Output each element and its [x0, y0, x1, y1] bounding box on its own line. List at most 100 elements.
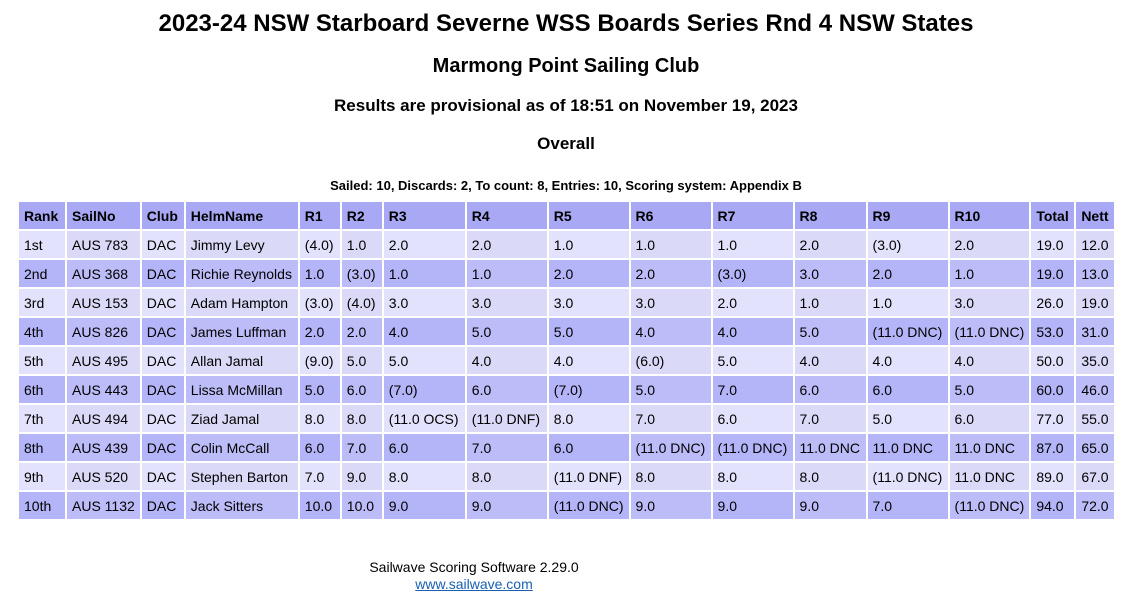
cell-r5: (11.0 DNF): [548, 463, 629, 490]
cell-nett: 31.0: [1076, 318, 1115, 345]
cell-r3: (11.0 OCS): [383, 405, 465, 432]
cell-r4: (11.0 DNF): [466, 405, 547, 432]
col-header-rank: Rank: [19, 202, 65, 229]
cell-rank: 4th: [19, 318, 65, 345]
cell-r1: 2.0: [299, 318, 340, 345]
cell-r3: 5.0: [383, 347, 465, 374]
cell-helmname: Ziad Jamal: [185, 405, 298, 432]
cell-r8: 6.0: [794, 376, 866, 403]
cell-r10: (11.0 DNC): [949, 492, 1030, 519]
cell-total: 19.0: [1031, 231, 1075, 258]
cell-r5: 6.0: [548, 434, 629, 461]
sailwave-link[interactable]: www.sailwave.com: [415, 576, 533, 592]
cell-r7: 8.0: [712, 463, 793, 490]
cell-r3: 8.0: [383, 463, 465, 490]
cell-r10: 11.0 DNC: [949, 434, 1030, 461]
cell-r6: 7.0: [630, 405, 711, 432]
cell-rank: 5th: [19, 347, 65, 374]
cell-r3: 9.0: [383, 492, 465, 519]
col-header-r3: R3: [383, 202, 465, 229]
cell-r4: 6.0: [466, 376, 547, 403]
cell-r10: 5.0: [949, 376, 1030, 403]
cell-r9: (11.0 DNC): [867, 463, 948, 490]
cell-r4: 2.0: [466, 231, 547, 258]
cell-nett: 67.0: [1076, 463, 1115, 490]
col-header-r6: R6: [630, 202, 711, 229]
cell-r2: 8.0: [341, 405, 382, 432]
cell-r10: 3.0: [949, 289, 1030, 316]
cell-r8: 9.0: [794, 492, 866, 519]
cell-r7: 9.0: [712, 492, 793, 519]
col-header-r8: R8: [794, 202, 866, 229]
cell-r9: 11.0 DNC: [867, 434, 948, 461]
cell-r9: 4.0: [867, 347, 948, 374]
col-header-r4: R4: [466, 202, 547, 229]
col-header-helmname: HelmName: [185, 202, 298, 229]
cell-rank: 6th: [19, 376, 65, 403]
club-name: Marmong Point Sailing Club: [432, 55, 700, 77]
cell-r3: 1.0: [383, 260, 465, 287]
cell-total: 53.0: [1031, 318, 1075, 345]
cell-total: 77.0: [1031, 405, 1075, 432]
cell-r6: 3.0: [630, 289, 711, 316]
section-title: Overall: [537, 134, 595, 153]
table-row: 6th AUS 443 DAC Lissa McMillan 5.0 6.0 (7.0) 6.…: [19, 376, 1115, 403]
cell-helmname: Adam Hampton: [185, 289, 298, 316]
cell-sailno: AUS 826: [67, 318, 140, 345]
cell-r1: (4.0): [299, 231, 340, 258]
cell-helmname: Stephen Barton: [185, 463, 298, 490]
table-row: 2nd AUS 368 DAC Richie Reynolds 1.0 (3.0) 1.0 1…: [19, 260, 1115, 287]
cell-r7: 4.0: [712, 318, 793, 345]
cell-r4: 1.0: [466, 260, 547, 287]
cell-club: DAC: [141, 376, 184, 403]
results-table: Rank SailNo Club HelmName R1 R2 R3 R4 R5…: [17, 200, 1116, 521]
table-row: 3rd AUS 153 DAC Adam Hampton (3.0) (4.0) 3.0 3.…: [19, 289, 1115, 316]
cell-nett: 65.0: [1076, 434, 1115, 461]
cell-r8: 1.0: [794, 289, 866, 316]
cell-r3: (7.0): [383, 376, 465, 403]
cell-sailno: AUS 368: [67, 260, 140, 287]
cell-nett: 55.0: [1076, 405, 1115, 432]
cell-total: 60.0: [1031, 376, 1075, 403]
cell-r4: 3.0: [466, 289, 547, 316]
cell-r10: 4.0: [949, 347, 1030, 374]
cell-club: DAC: [141, 289, 184, 316]
cell-r9: (3.0): [867, 231, 948, 258]
cell-total: 50.0: [1031, 347, 1075, 374]
cell-r8: 7.0: [794, 405, 866, 432]
cell-r2: (3.0): [341, 260, 382, 287]
col-header-r5: R5: [548, 202, 629, 229]
cell-club: DAC: [141, 231, 184, 258]
cell-r2: 5.0: [341, 347, 382, 374]
cell-r3: 2.0: [383, 231, 465, 258]
cell-r2: 6.0: [341, 376, 382, 403]
cell-r10: 2.0: [949, 231, 1030, 258]
cell-r9: 2.0: [867, 260, 948, 287]
results-body: 1st AUS 783 DAC Jimmy Levy (4.0) 1.0 2.0 2.0 1.0…: [19, 231, 1115, 519]
cell-r5: 2.0: [548, 260, 629, 287]
cell-r7: (11.0 DNC): [712, 434, 793, 461]
cell-rank: 2nd: [19, 260, 65, 287]
cell-rank: 1st: [19, 231, 65, 258]
cell-r9: 5.0: [867, 405, 948, 432]
cell-club: DAC: [141, 347, 184, 374]
cell-sailno: AUS 494: [67, 405, 140, 432]
cell-r1: 7.0: [299, 463, 340, 490]
col-header-r7: R7: [712, 202, 793, 229]
cell-r9: 1.0: [867, 289, 948, 316]
cell-r2: 1.0: [341, 231, 382, 258]
cell-r3: 3.0: [383, 289, 465, 316]
cell-r6: 4.0: [630, 318, 711, 345]
cell-r7: (3.0): [712, 260, 793, 287]
table-row: 4th AUS 826 DAC James Luffman 2.0 2.0 4.0 5.0 5.…: [19, 318, 1115, 345]
cell-total: 87.0: [1031, 434, 1075, 461]
cell-r6: (6.0): [630, 347, 711, 374]
cell-rank: 7th: [19, 405, 65, 432]
table-row: 5th AUS 495 DAC Allan Jamal (9.0) 5.0 5.0 4.0 4.…: [19, 347, 1115, 374]
cell-r5: (7.0): [548, 376, 629, 403]
cell-club: DAC: [141, 463, 184, 490]
cell-r10: 6.0: [949, 405, 1030, 432]
provisional-status: Results are provisional as of 18:51 on N…: [334, 96, 798, 115]
cell-total: 94.0: [1031, 492, 1075, 519]
cell-r7: 7.0: [712, 376, 793, 403]
